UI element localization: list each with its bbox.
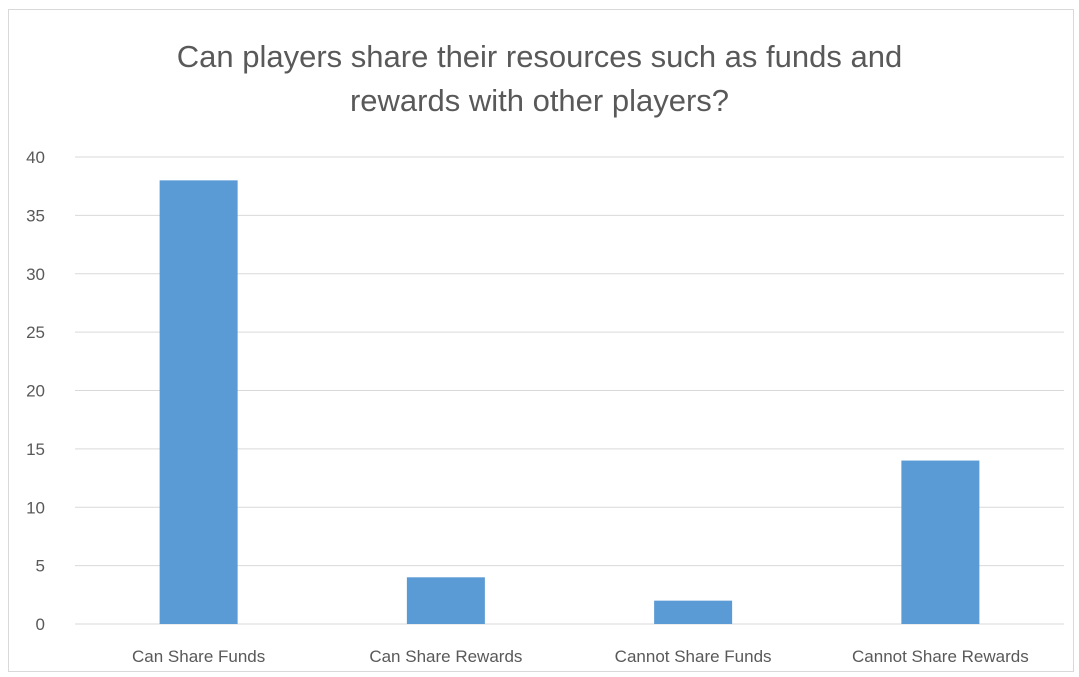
y-tick-label-20: 20 bbox=[26, 382, 45, 401]
y-tick-label-0: 0 bbox=[36, 615, 45, 634]
bar-cannot-share-funds bbox=[654, 600, 733, 624]
chart-title-line-2: rewards with other players? bbox=[349, 83, 730, 118]
bar-can-share-rewards bbox=[406, 577, 485, 624]
bars bbox=[159, 180, 980, 624]
x-tick-label-can-share-funds: Can Share Funds bbox=[132, 647, 265, 666]
x-tick-label-cannot-share-rewards: Cannot Share Rewards bbox=[852, 647, 1029, 666]
y-tick-label-10: 10 bbox=[26, 498, 45, 517]
x-tick-label-can-share-rewards: Can Share Rewards bbox=[369, 647, 522, 666]
chart-title: Can players share their resources such a… bbox=[0, 35, 1079, 123]
x-axis-tick-labels: Can Share Funds Can Share Rewards Cannot S… bbox=[132, 647, 1029, 666]
y-tick-label-15: 15 bbox=[26, 440, 45, 459]
y-axis-tick-labels: 0 5 10 15 20 25 30 35 40 bbox=[26, 148, 45, 634]
bar-can-share-funds bbox=[159, 180, 238, 624]
y-tick-label-35: 35 bbox=[26, 206, 45, 225]
y-tick-label-30: 30 bbox=[26, 265, 45, 284]
y-tick-label-40: 40 bbox=[26, 148, 45, 167]
y-tick-label-5: 5 bbox=[36, 557, 45, 576]
chart-title-line-1: Can players share their resources such a… bbox=[176, 39, 903, 74]
x-tick-label-cannot-share-funds: Cannot Share Funds bbox=[615, 647, 772, 666]
y-tick-label-25: 25 bbox=[26, 323, 45, 342]
bar-cannot-share-rewards bbox=[901, 460, 980, 624]
gridlines bbox=[75, 156, 1064, 625]
